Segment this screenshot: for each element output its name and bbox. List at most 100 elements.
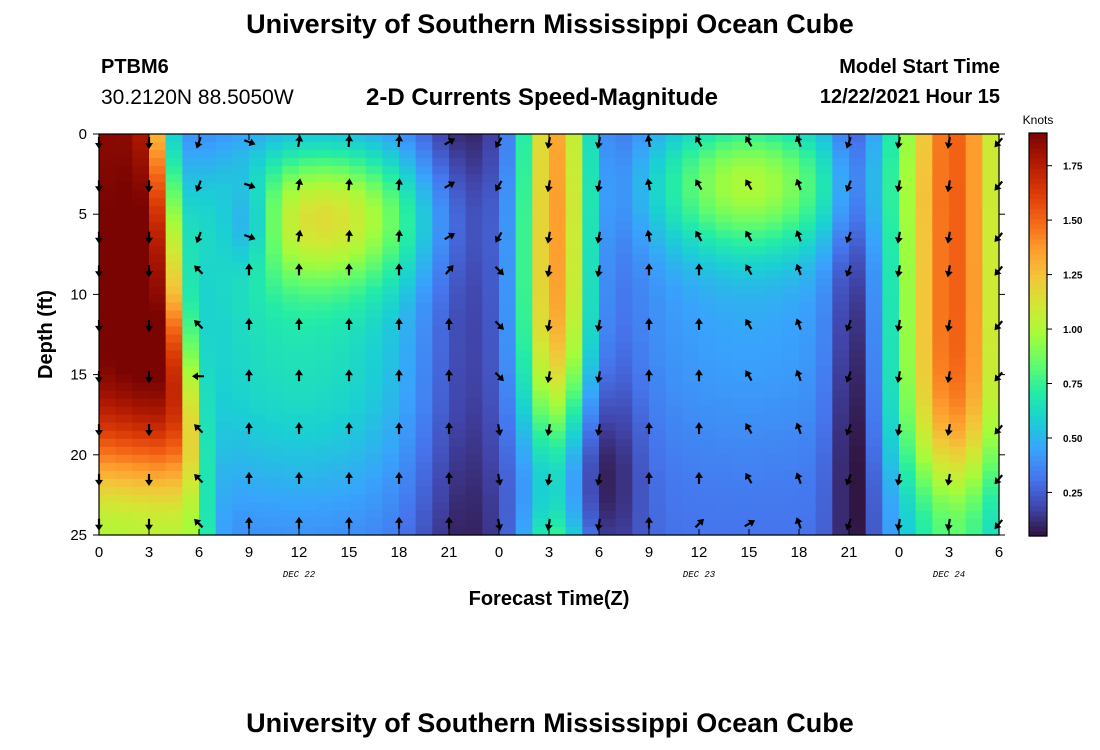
heatmap-cell — [865, 262, 883, 271]
heatmap-cell — [899, 230, 917, 239]
heatmap-cell — [732, 198, 750, 207]
heatmap-cell — [632, 342, 650, 352]
heatmap-cell — [599, 150, 617, 159]
heatmap-cell — [682, 390, 700, 400]
heatmap-cell — [365, 438, 383, 448]
heatmap-cell — [349, 310, 367, 320]
heatmap-cell — [899, 478, 917, 488]
heatmap-cell — [599, 510, 617, 520]
heatmap-cell — [249, 310, 267, 320]
direction-arrow — [594, 180, 603, 193]
heatmap-cell — [199, 342, 217, 352]
heatmap-cell — [815, 350, 833, 360]
heatmap-cell — [165, 174, 183, 183]
heatmap-cell — [365, 246, 383, 255]
heatmap-cell — [699, 406, 717, 416]
heatmap-cell — [949, 462, 967, 472]
direction-arrow — [243, 233, 256, 241]
heatmap-cell — [132, 470, 150, 480]
heatmap-cell — [465, 526, 483, 536]
heatmap-cell — [932, 358, 950, 368]
heatmap-cell — [665, 446, 683, 456]
heatmap-cell — [99, 510, 117, 520]
heatmap-cell — [115, 166, 133, 175]
heatmap-cell — [565, 398, 583, 408]
heatmap-cell — [932, 158, 950, 167]
direction-arrow — [594, 518, 603, 531]
heatmap-cell — [982, 278, 1000, 287]
heatmap-cell — [882, 142, 900, 151]
heatmap-cell — [365, 262, 383, 271]
heatmap-cell — [282, 414, 300, 424]
heatmap-cell — [149, 214, 167, 223]
heatmap-cell — [332, 310, 350, 320]
heatmap-cell — [482, 446, 500, 456]
heatmap-cell — [265, 470, 283, 480]
heatmap-cell — [99, 318, 117, 328]
heatmap-cell — [649, 366, 667, 376]
heatmap-cell — [832, 366, 850, 376]
heatmap-cell — [832, 198, 850, 207]
heatmap-cell — [399, 142, 417, 151]
heatmap-cell — [432, 302, 450, 312]
heatmap-cell — [482, 254, 500, 263]
heatmap-cell — [449, 430, 467, 440]
heatmap-cell — [399, 238, 417, 247]
heatmap-cell — [799, 270, 817, 279]
heatmap-cell — [899, 150, 917, 159]
heatmap-cell — [649, 350, 667, 360]
heatmap-cell — [599, 318, 617, 328]
heatmap-cell — [749, 486, 767, 496]
heatmap-cell — [99, 486, 117, 496]
heatmap-cell — [599, 414, 617, 424]
heatmap-cell — [315, 518, 333, 528]
heatmap-cell — [149, 358, 167, 368]
heatmap-cell — [249, 230, 267, 239]
heatmap-cell — [915, 134, 933, 143]
heatmap-cell — [765, 374, 783, 384]
heatmap-cell — [715, 478, 733, 488]
heatmap-cell — [349, 222, 367, 231]
heatmap-cell — [365, 326, 383, 336]
heatmap-cell — [115, 430, 133, 440]
heatmap-cell — [732, 526, 750, 536]
heatmap-cell — [715, 374, 733, 384]
heatmap-cell — [665, 214, 683, 223]
heatmap-cell — [615, 182, 633, 191]
heatmap-cell — [449, 246, 467, 255]
heatmap-cell — [665, 414, 683, 424]
heatmap-cell — [199, 302, 217, 312]
heatmap-cell — [982, 238, 1000, 247]
heatmap-cell — [765, 238, 783, 247]
heatmap-cell — [765, 198, 783, 207]
heatmap-cell — [982, 270, 1000, 279]
heatmap-cell — [632, 270, 650, 279]
heatmap-cell — [232, 494, 250, 504]
heatmap-cell — [549, 174, 567, 183]
heatmap-cell — [865, 446, 883, 456]
heatmap-cell — [465, 246, 483, 255]
heatmap-cell — [682, 318, 700, 328]
heatmap-cell — [382, 390, 400, 400]
heatmap-cell — [632, 286, 650, 295]
heatmap-cell — [99, 198, 117, 207]
heatmap-cell — [449, 390, 467, 400]
heatmap-cell — [782, 166, 800, 175]
direction-arrow — [243, 138, 256, 147]
heatmap-cell — [815, 134, 833, 143]
direction-arrow — [594, 473, 603, 486]
heatmap-cell — [415, 390, 433, 400]
heatmap-cell — [499, 182, 517, 191]
heatmap-cell — [932, 150, 950, 159]
direction-arrow — [544, 473, 553, 486]
heatmap-cell — [882, 462, 900, 472]
heatmap-cell — [115, 486, 133, 496]
heatmap-cell — [765, 398, 783, 408]
direction-arrow — [844, 371, 853, 383]
heatmap-cell — [149, 510, 167, 520]
heatmap-cell — [865, 422, 883, 432]
heatmap-cell — [232, 422, 250, 432]
heatmap-cell — [849, 198, 867, 207]
direction-arrow — [243, 181, 256, 190]
heatmap-cell — [865, 438, 883, 448]
